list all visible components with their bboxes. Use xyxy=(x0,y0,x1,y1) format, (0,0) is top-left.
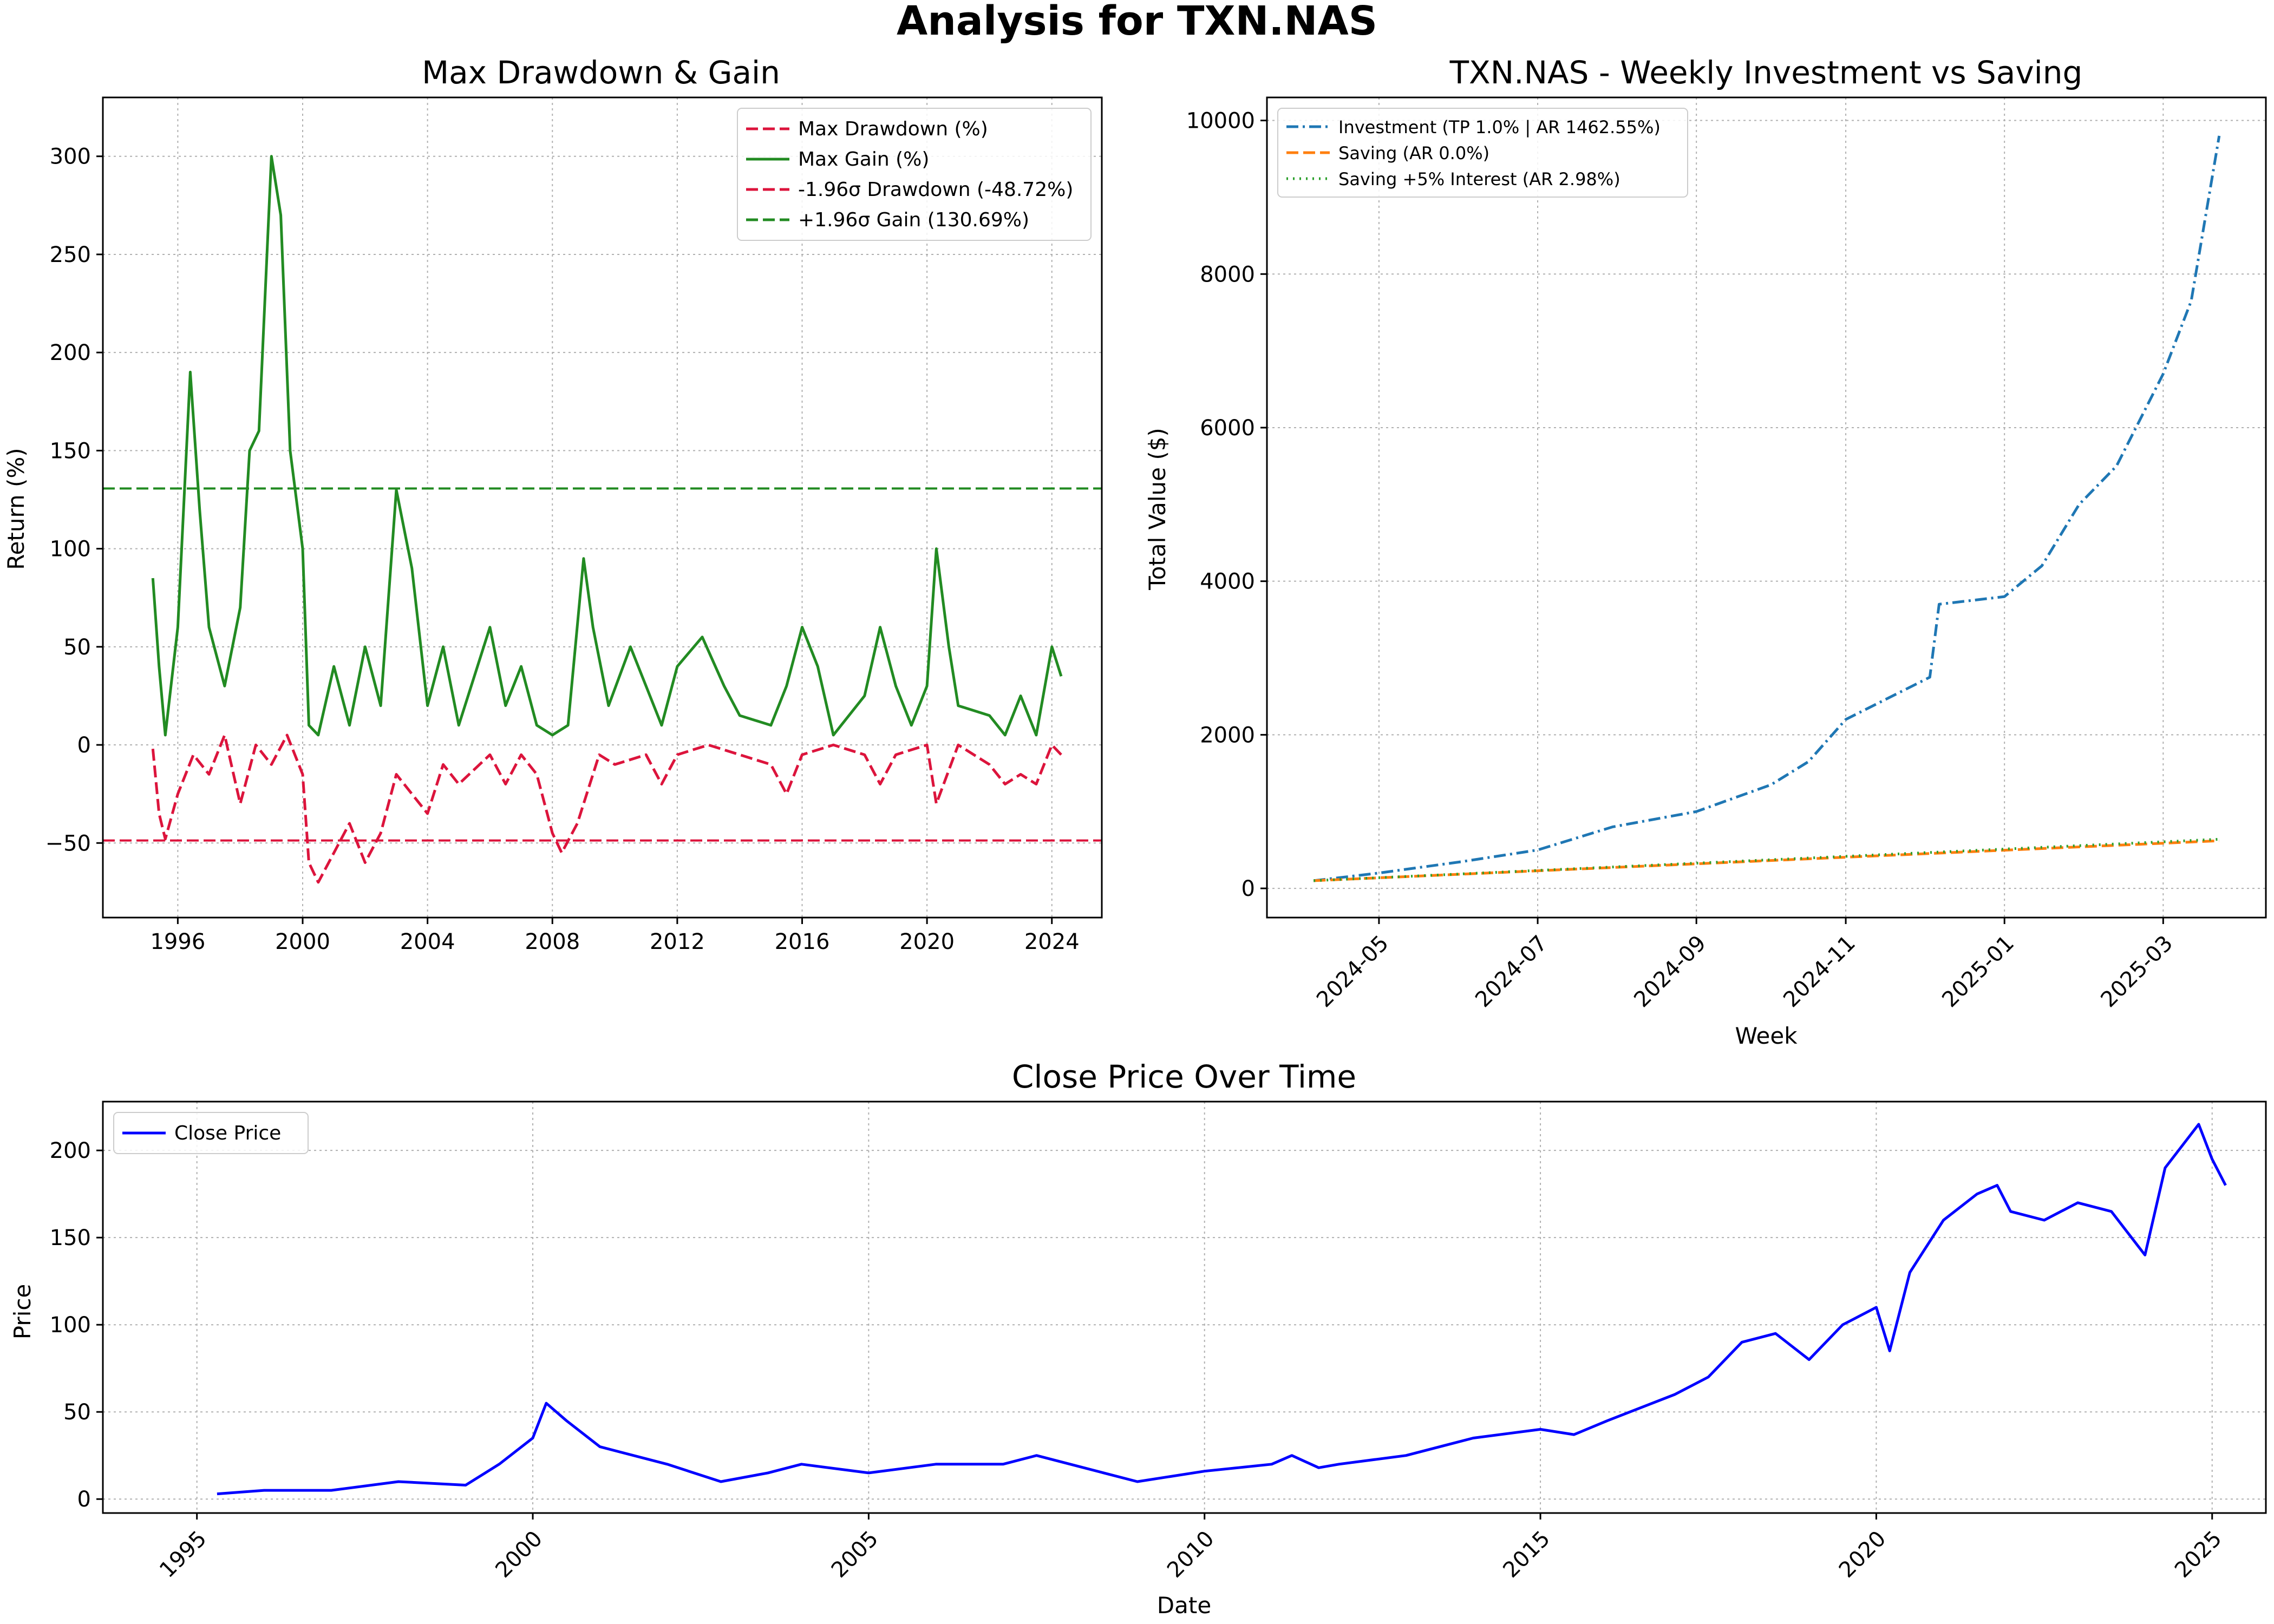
y-tick-label: 0 xyxy=(1241,876,1255,901)
x-tick-label: 1996 xyxy=(150,929,205,954)
plot-area xyxy=(102,1101,2267,1514)
y-tick-label: 200 xyxy=(50,340,91,365)
x-tick-label: 2024-09 xyxy=(1629,931,1711,1012)
x-tick-label: 2005 xyxy=(827,1526,884,1583)
series-line xyxy=(217,1123,2227,1496)
y-tick-label: −50 xyxy=(45,831,91,856)
legend-label: -1.96σ Drawdown (-48.72%) xyxy=(798,179,1073,201)
panel-title: TXN.NAS - Weekly Investment vs Saving xyxy=(1449,54,2083,91)
plot-area xyxy=(102,96,1103,919)
legend-label: Saving (AR 0.0%) xyxy=(1338,143,1489,163)
legend-label: Saving +5% Interest (AR 2.98%) xyxy=(1338,169,1620,189)
y-axis-label: Price xyxy=(9,1284,36,1339)
x-tick-label: 2010 xyxy=(1162,1526,1219,1583)
x-tick-label: 2012 xyxy=(650,929,705,954)
y-tick-label: 0 xyxy=(77,733,91,758)
legend-box xyxy=(737,108,1092,241)
y-tick-label: 6000 xyxy=(1200,416,1255,441)
x-tick-label: 2024-07 xyxy=(1471,931,1552,1012)
x-tick-label: 2016 xyxy=(775,929,830,954)
series-line xyxy=(151,155,1063,737)
y-tick-label: 150 xyxy=(50,438,91,463)
gridlines xyxy=(103,1102,2266,1513)
legend-label: Max Gain (%) xyxy=(798,148,929,171)
series-line xyxy=(1314,839,2219,882)
y-tick-label: 300 xyxy=(50,145,91,169)
close-price-panel: Close Price Over Time Date Price 1995 200… xyxy=(9,1058,2267,1619)
y-tick-label: 100 xyxy=(50,1313,91,1338)
x-tick-label: 2020 xyxy=(899,929,955,954)
legend: Max Drawdown (%) Max Gain (%) -1.96σ Drawd… xyxy=(737,108,1092,241)
legend: Close Price xyxy=(113,1112,309,1154)
series-line xyxy=(1313,135,2221,882)
y-tick-label: 0 xyxy=(77,1487,91,1512)
legend-box xyxy=(1277,108,1688,198)
x-axis-label: Date xyxy=(1157,1592,1211,1619)
legend-label: +1.96σ Gain (130.69%) xyxy=(798,209,1029,231)
x-tick-label: 2024-05 xyxy=(1312,931,1394,1012)
legend-label: Max Drawdown (%) xyxy=(798,118,988,140)
gridlines xyxy=(103,97,1102,918)
y-axis-label: Return (%) xyxy=(3,448,29,569)
investment-saving-panel: TXN.NAS - Weekly Investment vs Saving We… xyxy=(1144,54,2267,1049)
plot-area xyxy=(1266,96,2267,919)
y-tick-label: 8000 xyxy=(1200,262,1255,287)
y-tick-label: 2000 xyxy=(1200,723,1255,748)
legend: Investment (TP 1.0% | AR 1462.55%) Saving… xyxy=(1277,108,1688,198)
y-tick-label: 150 xyxy=(50,1226,91,1250)
y-tick-label: 100 xyxy=(50,537,91,562)
legend-label: Close Price xyxy=(174,1122,281,1144)
series-line xyxy=(151,734,1062,884)
x-tick-label: 2015 xyxy=(1498,1526,1555,1583)
x-tick-label: 2025-01 xyxy=(1937,931,2019,1012)
drawdown-gain-panel: Max Drawdown & Gain Return (%) 1996 2000 2… xyxy=(3,54,1103,954)
y-axis-label: Total Value ($) xyxy=(1144,428,1171,591)
y-tick-label: 250 xyxy=(50,243,91,267)
legend-box xyxy=(113,1112,309,1154)
legend-label: Investment (TP 1.0% | AR 1462.55%) xyxy=(1338,117,1661,137)
y-tick-label: 50 xyxy=(63,1400,91,1425)
panel-title: Max Drawdown & Gain xyxy=(422,54,780,91)
x-tick-label: 2000 xyxy=(491,1526,547,1583)
x-tick-label: 2004 xyxy=(400,929,455,954)
y-tick-label: 4000 xyxy=(1200,569,1255,594)
x-tick-label: 2024 xyxy=(1024,929,1080,954)
x-tick-label: 2008 xyxy=(525,929,580,954)
y-tick-label: 50 xyxy=(63,635,91,660)
x-tick-label: 2024-11 xyxy=(1779,931,1860,1012)
x-tick-label: 2025 xyxy=(2170,1526,2227,1583)
panel-title: Close Price Over Time xyxy=(1012,1058,1356,1095)
y-tick-label: 200 xyxy=(50,1138,91,1163)
x-tick-label: 1995 xyxy=(155,1526,212,1583)
x-tick-label: 2020 xyxy=(1834,1526,1891,1583)
x-tick-label: 2025-03 xyxy=(2096,931,2178,1012)
gridlines xyxy=(1267,97,2266,918)
x-axis-label: Week xyxy=(1735,1023,1798,1049)
figure-title: Analysis for TXN.NAS xyxy=(897,0,1377,44)
x-tick-label: 2000 xyxy=(275,929,330,954)
y-tick-label: 10000 xyxy=(1186,109,1255,134)
